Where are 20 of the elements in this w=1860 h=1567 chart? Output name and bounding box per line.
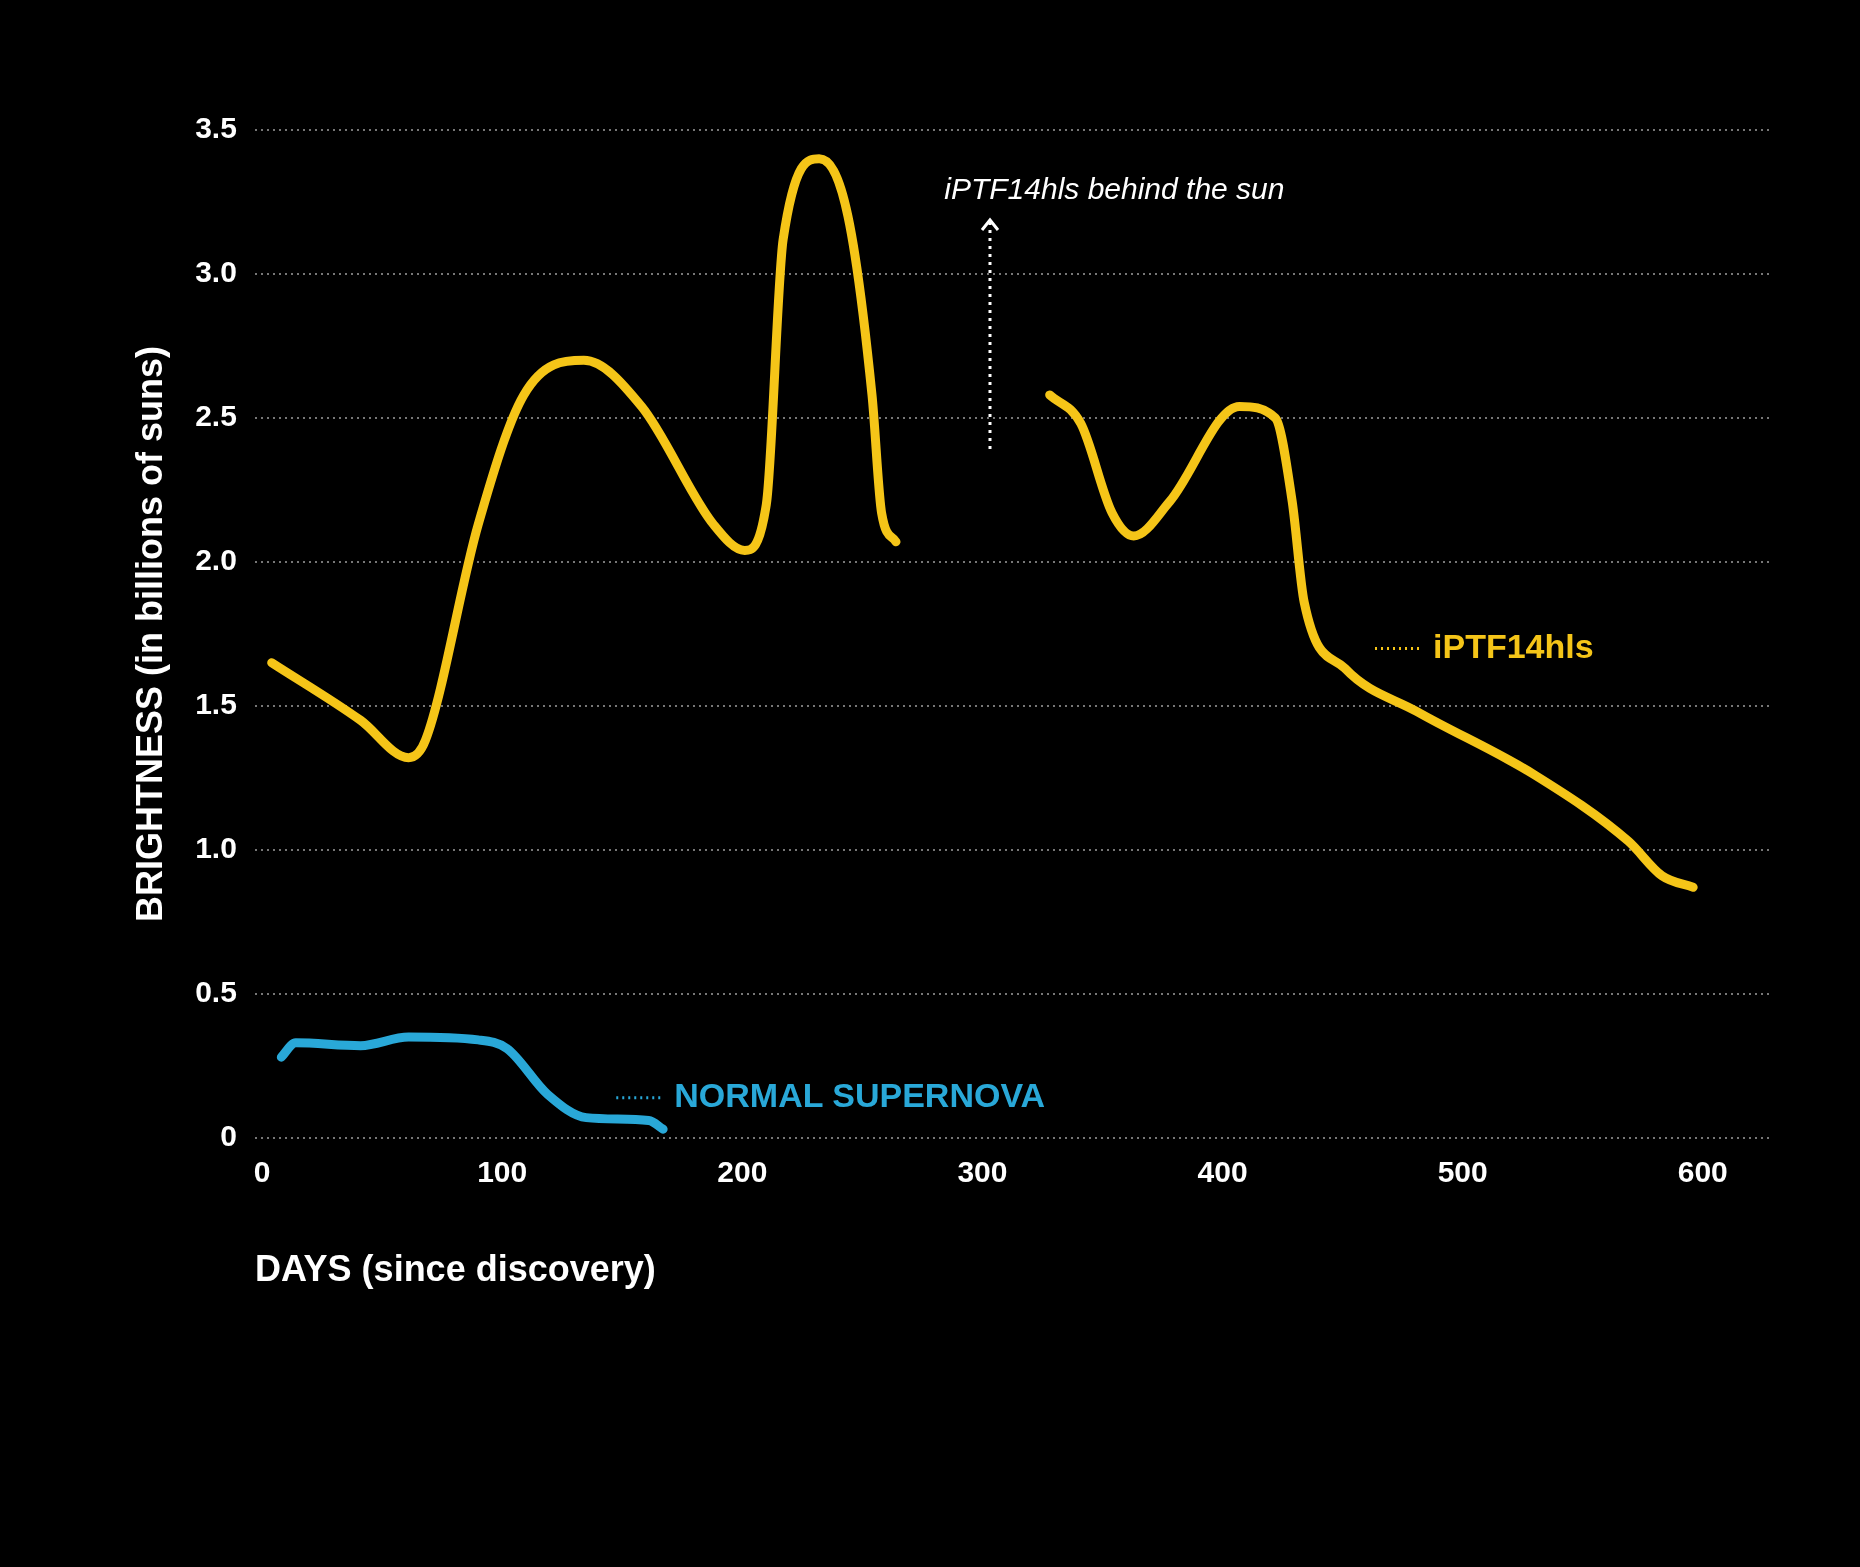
y-tick-label: 2.0	[195, 543, 237, 577]
y-tick-label: 1.5	[195, 687, 237, 721]
x-tick-label: 0	[253, 1155, 271, 1189]
legend-label: NORMAL SUPERNOVA	[674, 1076, 1046, 1115]
y-tick-label: 0	[220, 1119, 237, 1153]
y-tick-label: 2.5	[195, 399, 237, 433]
legend-label: iPTF14hls	[1433, 626, 1594, 665]
x-axis-title: DAYS (since discovery)	[254, 1248, 656, 1290]
annotation: iPTF14hls behind the sun	[944, 171, 1285, 205]
y-tick-label: 0.5	[195, 975, 237, 1009]
y-tick-label: 3.0	[195, 255, 237, 289]
y-tick-label: 1.0	[195, 831, 237, 865]
x-tick-label: 200	[717, 1155, 768, 1189]
y-axis-title: BRIGHTNESS (in billions of suns)	[128, 345, 170, 922]
x-tick-label: 400	[1197, 1155, 1248, 1189]
x-tick-label: 500	[1437, 1155, 1488, 1189]
y-tick-label: 3.5	[195, 111, 237, 145]
x-tick-label: 100	[477, 1155, 528, 1189]
x-tick-label: 300	[957, 1155, 1008, 1189]
x-tick-label: 600	[1677, 1155, 1728, 1189]
